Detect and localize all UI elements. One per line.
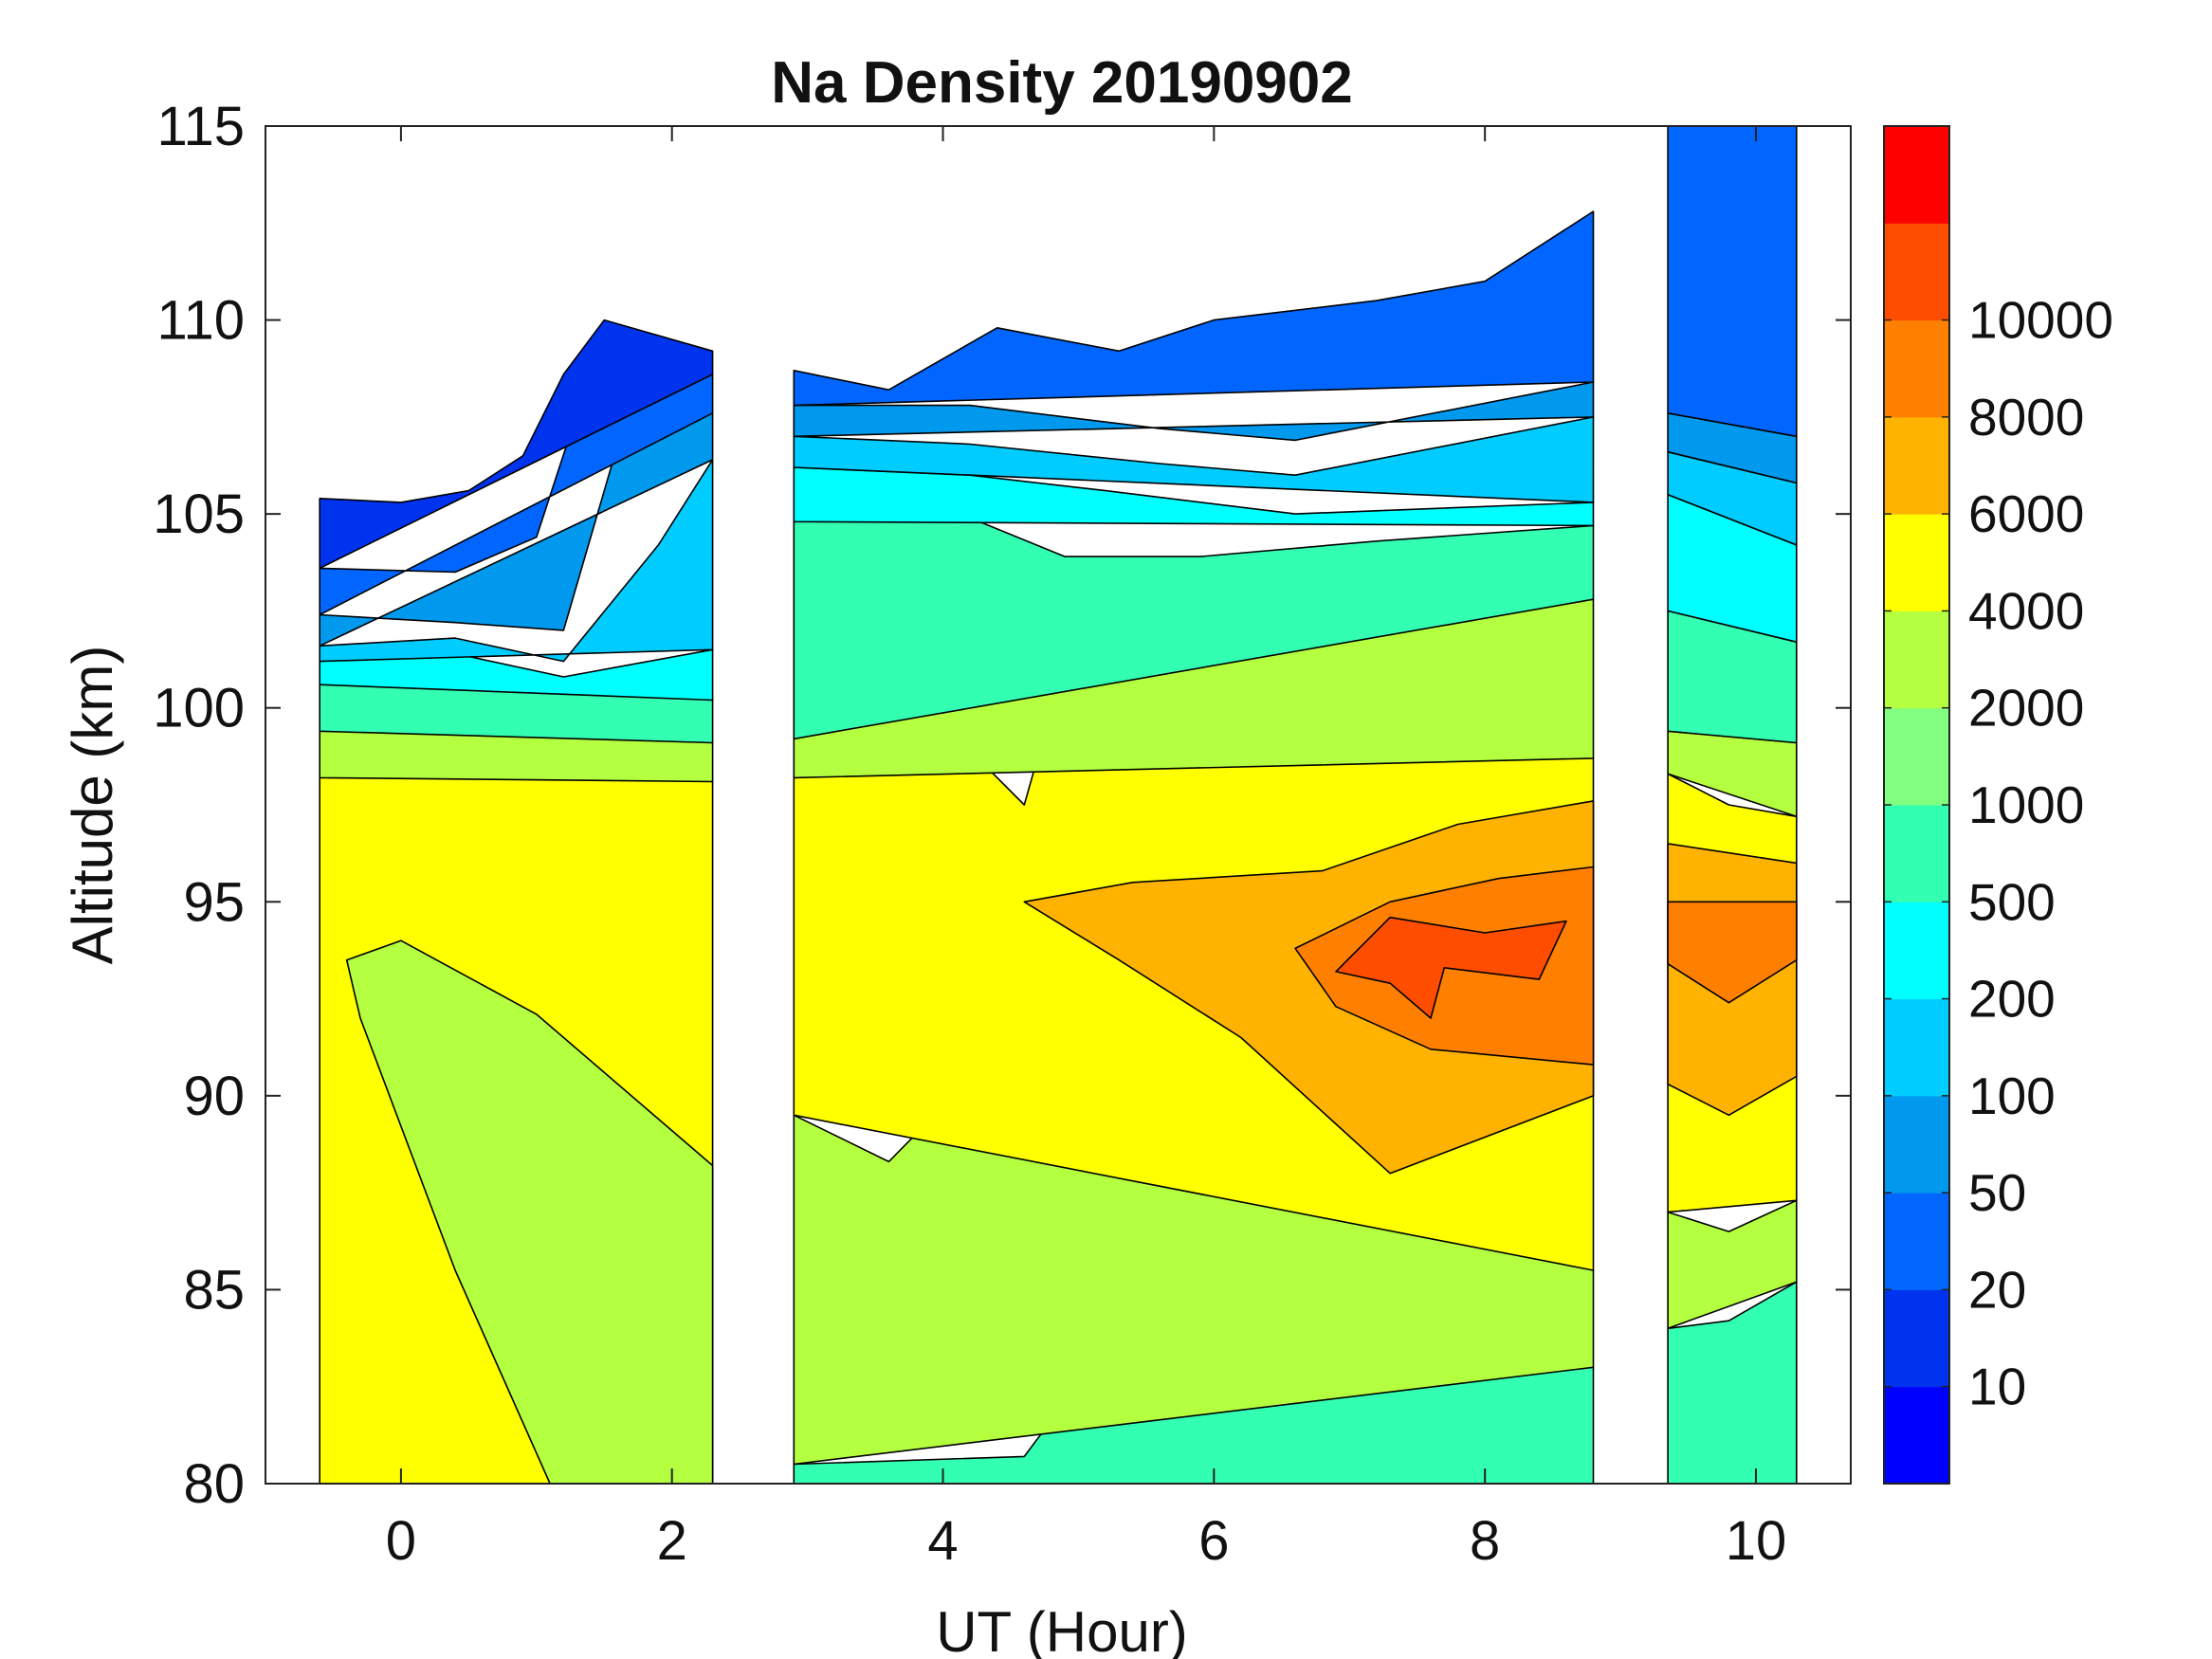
contour-island-8000-10000 [1335, 916, 1567, 1019]
colorbar-label: 2000 [1968, 679, 2084, 738]
colorbar-label: 8000 [1968, 388, 2084, 447]
colorbar-swatch [1884, 805, 1949, 902]
y-tick-label: 115 [157, 96, 245, 157]
colorbar-swatch [1884, 514, 1949, 611]
data-segment-1 [793, 210, 1595, 1484]
colorbar-label: 4000 [1968, 581, 2084, 640]
colorbar-swatch [1884, 902, 1949, 1000]
colorbar-label: 100 [1968, 1066, 2056, 1125]
contour-region-1000-2000 [345, 939, 714, 1484]
x-tick-label: 6 [1198, 1510, 1229, 1572]
y-tick-label: 95 [183, 871, 245, 933]
y-tick-label: 90 [183, 1066, 245, 1127]
contour-band-50-100 [793, 381, 1595, 442]
contour-band-100-200 [319, 459, 714, 663]
chart-title: Na Density 20190902 [771, 50, 1353, 116]
colorbar-label: 50 [1968, 1163, 2026, 1222]
contour-band-500-1000 [1667, 1281, 1798, 1484]
colorbar-swatch [1884, 1386, 1949, 1485]
y-axis: 80 85 90 95 100 105 110 115 [153, 96, 1851, 1515]
contour-band-20-50 [319, 374, 714, 616]
colorbar-swatch [1884, 1095, 1949, 1194]
contour-band-10-50 [793, 210, 1595, 407]
plot-frame [265, 125, 1852, 1485]
colorbar-swatch [1884, 1289, 1949, 1388]
y-tick-label: 100 [153, 678, 245, 739]
colorbar-label: 500 [1968, 872, 2056, 931]
x-axis: 0 2 4 6 8 10 [386, 126, 1786, 1572]
colorbar-swatch [1884, 998, 1949, 1097]
y-tick-label: 80 [183, 1453, 245, 1515]
colorbar-label: 6000 [1968, 484, 2084, 543]
data-segment-0 [319, 319, 714, 1484]
x-tick-label: 0 [386, 1510, 416, 1572]
colorbar-swatch [1884, 126, 1949, 224]
y-tick-label: 110 [157, 290, 245, 352]
colorbar-label: 1000 [1968, 775, 2084, 834]
contour-band-1000-2000 [1667, 1199, 1798, 1330]
x-tick-label: 8 [1470, 1510, 1500, 1572]
contour-band-100-200 [793, 416, 1595, 503]
colorbar-label: 200 [1968, 970, 2056, 1029]
colorbar: 10 20 50 100 200 500 1000 2000 4000 6000 8000 10000 [1883, 125, 2113, 1485]
colorbar-swatch [1884, 319, 1949, 418]
y-tick-label: 105 [153, 483, 245, 545]
contour-band-10-50 [1667, 126, 1798, 438]
data-segment-2 [1667, 126, 1798, 1484]
x-tick-label: 2 [657, 1510, 687, 1572]
x-axis-label: UT (Hour) [936, 1600, 1188, 1659]
colorbar-swatch [1884, 1193, 1949, 1290]
colorbar-label: 10000 [1968, 291, 2113, 350]
x-tick-label: 10 [1726, 1510, 1787, 1572]
y-tick-label: 85 [183, 1259, 245, 1321]
contour-band-10-20 [319, 319, 714, 570]
colorbar-label: 10 [1968, 1358, 2026, 1416]
colorbar-swatch [1884, 223, 1949, 321]
colorbar-swatch [1884, 416, 1949, 515]
contour-band-50-100 [319, 411, 714, 647]
colorbar-swatch [1884, 611, 1949, 709]
x-tick-label: 4 [927, 1510, 958, 1572]
colorbar-swatch [1884, 707, 1949, 806]
colorbar-label: 20 [1968, 1260, 2026, 1319]
y-axis-label: Altitude (km) [61, 646, 124, 965]
contour-island-6000-8000 [1667, 901, 1798, 1004]
contour-plot-area [319, 126, 1798, 1484]
